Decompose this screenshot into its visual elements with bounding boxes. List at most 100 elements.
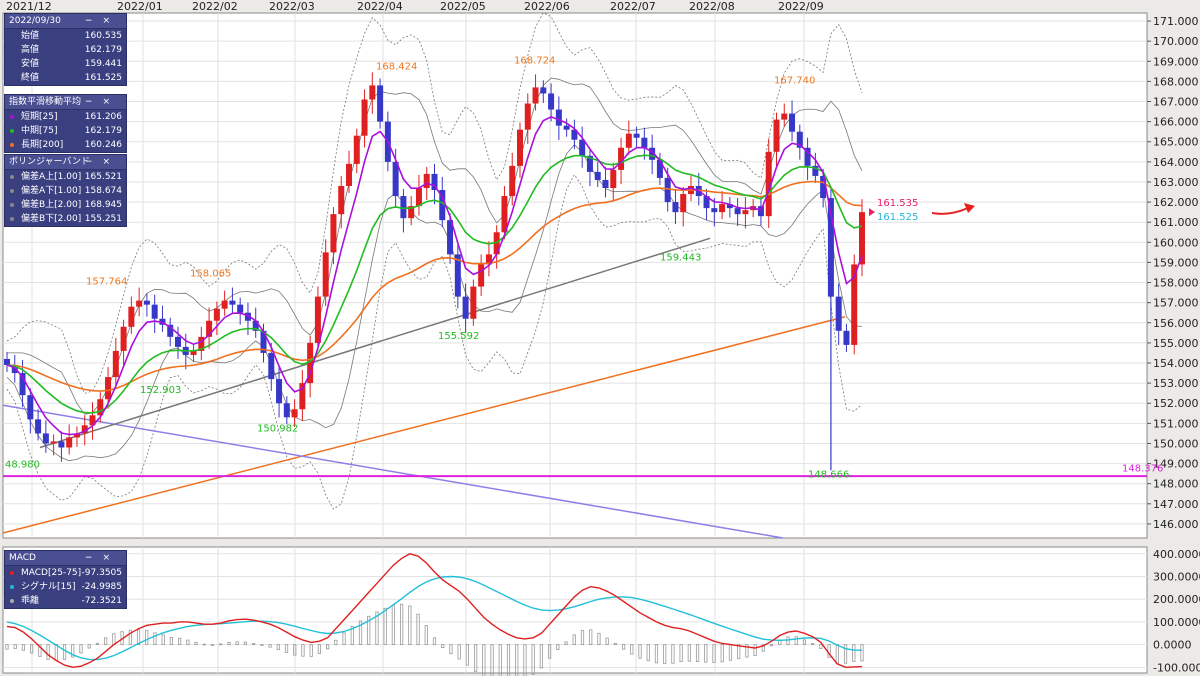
macd-histogram-bar (605, 637, 609, 646)
macd-plot-area[interactable] (2, 546, 1148, 674)
macd-signal-row: シグナル[15] -24.9985 (5, 580, 126, 594)
candle-body (734, 208, 741, 215)
macd-line-row: MACD[25-75] -97.3505 (5, 566, 126, 580)
ohlc-panel: 2022/09/30 −× 始値 160.535 高値 162.179 安値 159.… (5, 14, 126, 85)
macd-histogram-bar (753, 644, 757, 656)
candle-body (415, 188, 422, 207)
minimize-icon[interactable]: − (84, 157, 103, 167)
candle-body (781, 113, 788, 120)
candle-body (11, 365, 18, 374)
macd-histogram-bar (416, 613, 420, 646)
bollinger-2sigma-line (6, 12, 863, 394)
candle-body (579, 139, 586, 156)
current-price-label: 161.535 (877, 198, 918, 209)
macd-histogram-bar (547, 644, 552, 659)
macd-histogram-bar (498, 644, 502, 676)
candle-body (843, 330, 850, 345)
macd-histogram-bar (671, 644, 675, 664)
candle-body (283, 403, 290, 418)
candle-body (338, 185, 345, 215)
candle-body (610, 169, 617, 188)
candle-body (509, 165, 516, 197)
close-icon[interactable]: × (102, 97, 120, 107)
price-annotation: 48.980 (5, 460, 40, 471)
ohlc-panel-header[interactable]: 2022/09/30 −× (5, 14, 126, 29)
y-tick-label: 171.000 (1153, 15, 1199, 28)
candle-body (299, 383, 306, 410)
close-icon[interactable]: × (102, 16, 120, 26)
macd-y-tick-label: 100.0000 (1153, 616, 1200, 629)
candle-body (128, 306, 135, 327)
candle-body (431, 173, 438, 191)
macd-histogram-bar (62, 644, 67, 660)
macd-histogram-bar (169, 636, 174, 646)
candle-body (773, 119, 780, 152)
candle-body (400, 196, 407, 219)
macd-histogram-bar (819, 644, 823, 649)
ema-panel-header[interactable]: 指数平滑移動平均 −× (5, 95, 126, 110)
candle-body (548, 93, 555, 110)
candle-body (827, 198, 834, 297)
current-price-label: 161.525 (877, 212, 918, 223)
bollinger-2sigma-line (6, 173, 863, 510)
x-tick-label: 2022/08 (689, 0, 735, 13)
y-tick-label: 148.000 (1153, 478, 1199, 491)
ohlc-panel-title: 2022/09/30 (9, 16, 61, 26)
macd-histogram-bar (564, 641, 568, 646)
bollinger-panel-header[interactable]: ボリンジャーバンド −× (5, 155, 126, 170)
candle-body (19, 373, 26, 396)
candle-body (35, 419, 42, 434)
candle-body (835, 296, 842, 331)
candle-body (276, 379, 283, 404)
macd-histogram-bar (811, 643, 815, 646)
candle-body (322, 252, 329, 297)
candle-body (851, 264, 858, 345)
x-tick-label: 2022/02 (192, 0, 238, 13)
x-tick-label: 2022/01 (117, 0, 163, 13)
candle-body (703, 196, 710, 209)
macd-histogram-bar (235, 641, 239, 646)
minimize-icon[interactable]: − (84, 97, 103, 107)
macd-histogram-bar (21, 644, 26, 651)
minimize-icon[interactable]: − (84, 553, 103, 563)
candle-body (641, 137, 648, 148)
candle-body (478, 264, 485, 287)
candle-body (470, 286, 477, 319)
macd-histogram-bar (465, 644, 469, 666)
candle-body (796, 131, 803, 148)
macd-histogram-bar (383, 607, 387, 646)
y-tick-label: 151.000 (1153, 417, 1199, 430)
y-tick-label: 168.000 (1153, 75, 1199, 88)
macd-histogram-bar (30, 644, 34, 654)
macd-histogram-bar (202, 643, 206, 646)
candle-body (112, 350, 119, 378)
legend-dot-icon (10, 571, 14, 575)
candle-body (260, 330, 267, 353)
macd-histogram-bar (630, 644, 634, 655)
macd-histogram-bar (441, 644, 445, 648)
candle-body (680, 194, 687, 213)
macd-histogram-bar (572, 634, 576, 646)
candle-body (167, 324, 174, 337)
legend-dot-icon (10, 115, 14, 119)
y-tick-label: 150.000 (1153, 437, 1199, 450)
macd-panel: MACD −× MACD[25-75] -97.3505 シグナル[15] -24.… (5, 551, 126, 608)
macd-histogram-bar (293, 644, 297, 656)
bollinger-panel-title: ボリンジャーバンド (9, 157, 90, 167)
close-icon[interactable]: × (102, 157, 120, 167)
legend-dot-icon (10, 175, 14, 179)
price-plot-area[interactable] (2, 12, 1148, 539)
macd-panel-header[interactable]: MACD −× (5, 551, 126, 566)
macd-histogram-bar (745, 644, 749, 658)
macd-histogram-bar (638, 644, 642, 659)
minimize-icon[interactable]: − (84, 16, 103, 26)
legend-dot-icon (10, 189, 14, 193)
macd-histogram-bar (342, 632, 346, 646)
close-icon[interactable]: × (102, 553, 120, 563)
macd-histogram-bar (161, 634, 165, 646)
macd-histogram-bar (589, 629, 593, 646)
candle-body (524, 103, 531, 130)
macd-histogram-bar (802, 639, 807, 646)
candle-body (244, 312, 251, 321)
